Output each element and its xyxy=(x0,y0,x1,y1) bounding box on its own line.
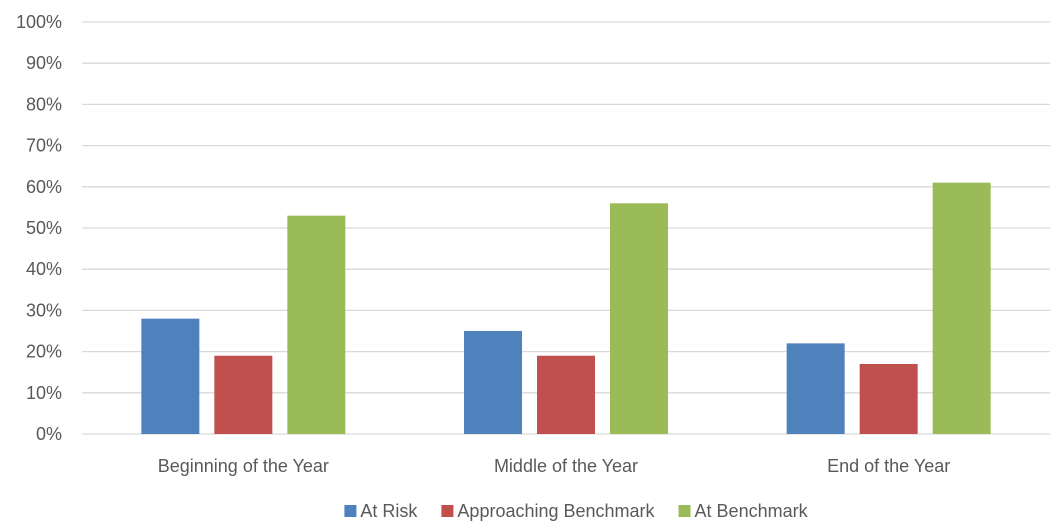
bar-at-risk-2 xyxy=(786,343,845,434)
legend-label: At Risk xyxy=(360,501,418,521)
bar-approaching-benchmark-2 xyxy=(859,363,918,434)
legend-label: At Benchmark xyxy=(695,501,809,521)
y-tick-label: 40% xyxy=(26,259,62,279)
y-tick-label: 100% xyxy=(16,12,62,32)
y-tick-label: 50% xyxy=(26,218,62,238)
y-tick-label: 80% xyxy=(26,94,62,114)
legend-swatch-at-risk xyxy=(344,505,357,517)
legend: At Risk Approaching Benchmark At Benchmark xyxy=(344,501,809,521)
bar-at-risk-1 xyxy=(464,331,522,434)
bar-at-benchmark-2 xyxy=(932,182,991,434)
y-tick-label: 0% xyxy=(36,424,62,444)
bar-at-benchmark-0 xyxy=(287,215,346,434)
legend-swatch-at-benchmark xyxy=(678,505,691,517)
bar-approaching-benchmark-1 xyxy=(537,355,595,434)
y-tick-label: 20% xyxy=(26,342,62,362)
x-category-label: End of the Year xyxy=(827,456,950,476)
y-axis: 0% 10% 20% 30% 40% 50% 60% 70% 80% 90% 100% xyxy=(16,12,62,444)
x-category-label: Middle of the Year xyxy=(494,456,638,476)
legend-swatch-approaching-benchmark xyxy=(441,505,454,517)
bar-at-risk-0 xyxy=(141,318,200,434)
x-category-label: Beginning of the Year xyxy=(158,456,329,476)
y-tick-label: 10% xyxy=(26,383,62,403)
bar-approaching-benchmark-0 xyxy=(214,355,273,434)
legend-label: Approaching Benchmark xyxy=(457,501,655,521)
y-tick-label: 70% xyxy=(26,136,62,156)
bar-at-benchmark-1 xyxy=(610,203,668,434)
y-tick-label: 90% xyxy=(26,53,62,73)
y-tick-label: 60% xyxy=(26,177,62,197)
bars xyxy=(141,182,991,434)
y-tick-label: 30% xyxy=(26,300,62,320)
x-axis: Beginning of the Year Middle of the Year E… xyxy=(158,456,950,476)
